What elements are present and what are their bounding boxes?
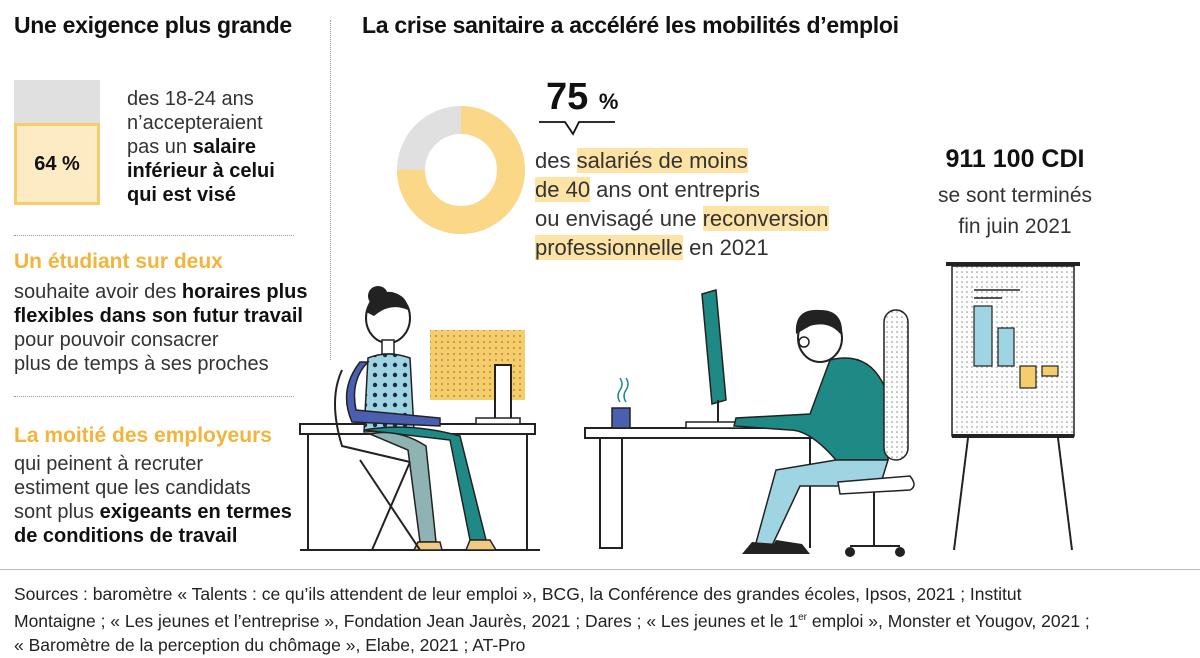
donut-chart — [397, 106, 525, 234]
sources-line1: Sources : baromètre « Talents : ce qu’il… — [14, 584, 1022, 604]
woman-figure — [345, 286, 498, 551]
cdi-line2: fin juin 2021 — [958, 215, 1072, 238]
stat1-line2: n’accepteraient — [127, 112, 263, 134]
stat3-line4: de conditions de travail — [14, 525, 238, 547]
donut-line3: ou envisagé une reconversion — [535, 204, 829, 233]
right-monitor — [685, 289, 749, 429]
mug-icon — [611, 377, 631, 429]
left-monitor — [430, 330, 525, 425]
donut-line4-hl: professionnelle — [535, 235, 683, 260]
stat2-heading: Un étudiant sur deux — [14, 250, 223, 273]
donut-line4-plain: en 2021 — [682, 235, 769, 260]
donut-line2: de 40 ans ont entrepris — [535, 175, 829, 204]
sources-line2-a: Montaigne ; « Les jeunes et l’entreprise… — [14, 610, 799, 631]
sources-line3: « Baromètre de la perception du chômage … — [14, 634, 526, 655]
sources-line2: Montaigne ; « Les jeunes et l’entreprise… — [14, 606, 1189, 633]
donut-line2-hl: de 40 — [535, 177, 591, 202]
left-section-title: Une exigence plus grande — [14, 12, 292, 38]
man-chair — [837, 309, 915, 557]
donut-line3-hl: reconversion — [702, 206, 829, 231]
cdi-value: 911 100 CDI — [945, 145, 1085, 173]
woman-chair — [334, 369, 421, 551]
stat2-line4: plus de temps à ses proches — [14, 353, 269, 375]
cdi-block: 911 100 CDI se sont terminés fin juin 20… — [905, 145, 1125, 242]
sources-line2-b: emploi », Monster et Yougov, 2021 ; — [807, 610, 1090, 631]
stat2-line1-bold: horaires plus — [181, 281, 308, 303]
donut-line1-hl: salariés de moins — [576, 148, 748, 173]
donut-line2-plain: ans ont entrepris — [590, 177, 761, 202]
donut-value: 75 % — [546, 76, 618, 119]
stat3-line1: qui peinent à recruter — [14, 453, 204, 475]
stat1-line4: inférieur à celui — [127, 160, 275, 182]
donut-line4: professionnelle en 2021 — [535, 233, 829, 262]
right-section-title: La crise sanitaire a accéléré les mobili… — [362, 12, 899, 38]
stat2-line1: souhaite avoir des horaires plus — [14, 280, 324, 304]
stat1-line3: pas un salaire — [127, 135, 327, 159]
stat1-line5: qui est visé — [127, 184, 236, 206]
divider-2 — [14, 396, 294, 397]
donut-value-unit: % — [598, 89, 619, 114]
cdi-line1: se sont terminés — [937, 184, 1093, 207]
stat2-block: Un étudiant sur deux souhaite avoir des … — [14, 250, 324, 376]
office-illustration — [299, 262, 1080, 557]
donut-line1-plain: des — [535, 148, 577, 173]
stat1-line3-bold: salaire — [192, 136, 256, 158]
percent-bar-value: 64 % — [34, 152, 80, 175]
stat3-line3: sont plus exigeants en termes — [14, 500, 324, 524]
stat1-text: des 18-24 ans n’accepteraient pas un sal… — [127, 87, 327, 207]
sources-divider — [0, 569, 1200, 570]
stat2-line2: flexibles dans son futur travail — [14, 305, 303, 327]
stat1-line1: des 18-24 ans — [127, 88, 254, 110]
sources: Sources : baromètre « Talents : ce qu’il… — [14, 582, 1189, 657]
stat3-line2: estiment que les candidats — [14, 477, 251, 499]
divider-1 — [14, 235, 294, 236]
donut-value-number: 75 — [546, 76, 589, 118]
percent-bar-fill: 64 % — [14, 123, 100, 205]
donut-line3-plain: ou envisagé une — [535, 206, 703, 231]
stat2-line1-plain: souhaite avoir des — [14, 281, 182, 303]
stat3-heading: La moitié des employeurs — [14, 424, 272, 447]
donut-line1: des salariés de moins — [535, 146, 829, 175]
speech-tail-icon — [539, 121, 615, 136]
stat3-line3-bold: exigeants en termes — [99, 501, 292, 523]
stat1-line3-plain: pas un — [127, 136, 193, 158]
stat3-line3-plain: sont plus — [14, 501, 100, 523]
stat3-block: La moitié des employeurs qui peinent à r… — [14, 424, 324, 548]
column-divider — [330, 20, 331, 360]
sources-line2-sup: er — [798, 612, 808, 623]
donut-text: des salariés de moins de 40 ans ont entr… — [535, 146, 829, 262]
flipchart-icon — [946, 262, 1080, 551]
stat2-line3: pour pouvoir consacrer — [14, 329, 219, 351]
donut-value-arc — [397, 106, 525, 234]
